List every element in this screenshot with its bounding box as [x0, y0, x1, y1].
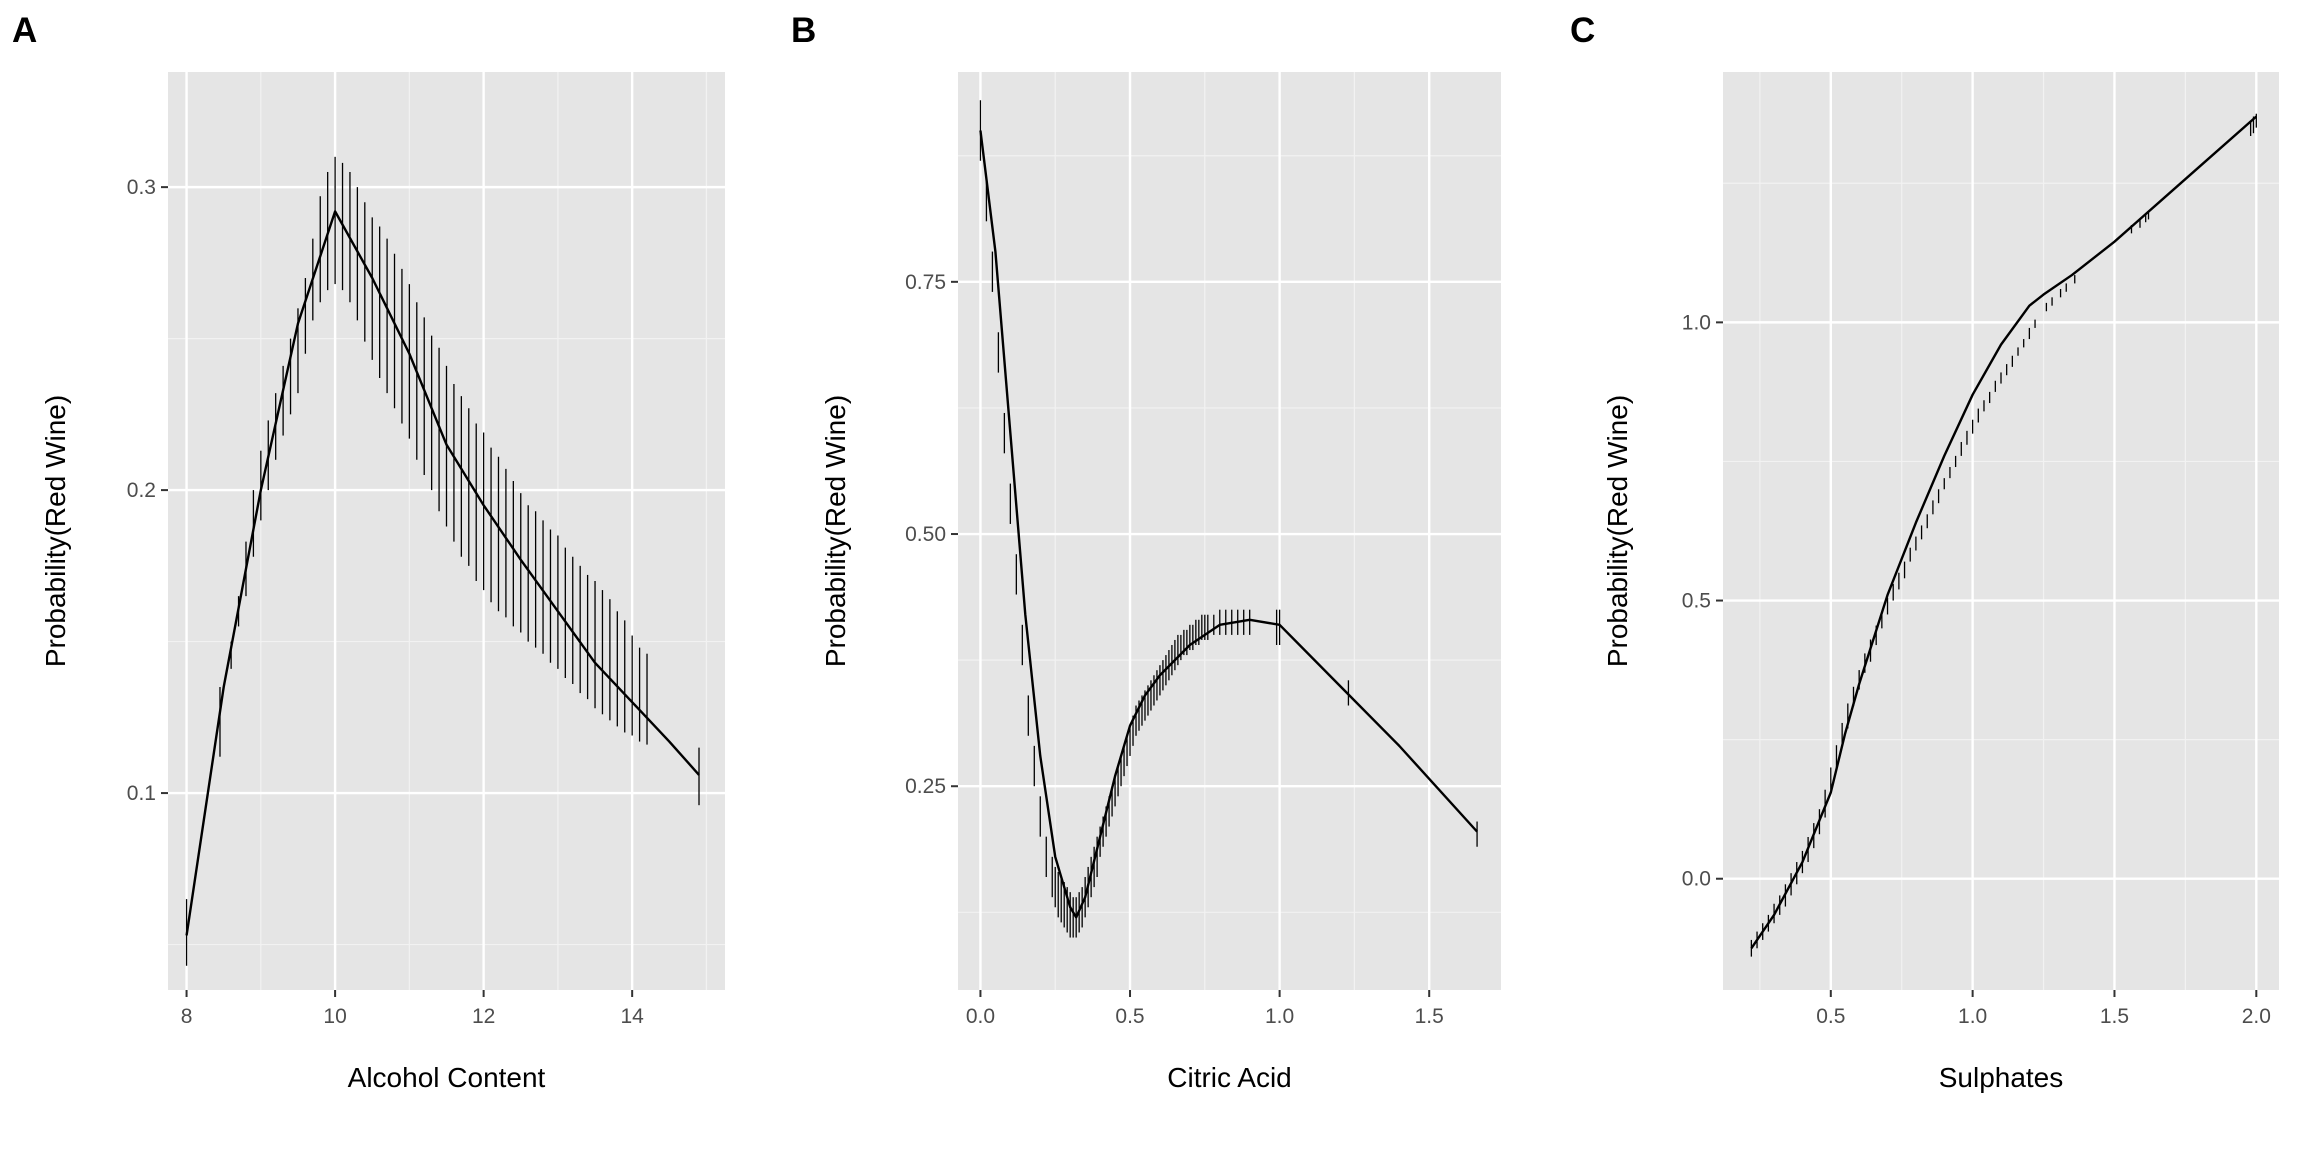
plot-background	[168, 72, 725, 990]
x-tick-label: 2.0	[2242, 1005, 2271, 1028]
y-tick-label: 0.75	[905, 271, 946, 294]
x-tick-label: 1.0	[1958, 1005, 1987, 1028]
y-tick-label: 0.5	[1682, 590, 1711, 613]
panel-tag: A	[12, 11, 37, 50]
x-tick-label: 1.0	[1265, 1005, 1294, 1028]
y-tick-label: 0.1	[127, 782, 156, 805]
x-tick-label: 1.5	[1415, 1005, 1444, 1028]
x-tick-label: 0.5	[1816, 1005, 1845, 1028]
x-axis-title: Alcohol Content	[348, 1062, 546, 1093]
panel-tag: B	[791, 11, 816, 50]
x-tick-label: 8	[181, 1005, 193, 1028]
y-tick-label: 0.3	[127, 176, 156, 199]
x-tick-label: 10	[323, 1005, 346, 1028]
plot-background	[958, 72, 1501, 990]
panel-a: A 8 10 12 14 0.1 0.2 0.3 Alcohol Content Probabil…	[12, 11, 725, 1093]
series-line	[1750, 115, 2258, 949]
series-line	[185, 210, 700, 936]
y-axis-title: Probability(Red Wine)	[40, 395, 71, 667]
x-tick-label: 14	[620, 1005, 644, 1028]
y-tick-label: 1.0	[1682, 311, 1711, 334]
x-axis-title: Sulphates	[1939, 1062, 2064, 1093]
y-axis-title: Probability(Red Wine)	[820, 395, 851, 667]
plot-background	[1723, 72, 2279, 990]
series-line	[979, 130, 1478, 919]
y-axis-title: Probability(Red Wine)	[1602, 395, 1633, 667]
panel-c: C 0.5 1.0 1.5 2.0 0.0 0.5 1.0 Sulphates Probabili…	[1570, 11, 2279, 1093]
x-axis-title: Citric Acid	[1167, 1062, 1291, 1093]
y-tick-label: 0.25	[905, 775, 946, 798]
y-tick-label: 0.50	[905, 523, 946, 546]
panel-b: B 0.0 0.5 1.0 1.5 0.25 0.50 0.75 Citric Acid Prob…	[791, 11, 1501, 1093]
y-tick-label: 0.0	[1682, 868, 1711, 891]
panel-tag: C	[1570, 11, 1595, 50]
y-tick-label: 0.2	[127, 479, 156, 502]
x-tick-label: 12	[472, 1005, 495, 1028]
x-tick-label: 1.5	[2100, 1005, 2129, 1028]
x-tick-label: 0.5	[1115, 1005, 1144, 1028]
x-tick-label: 0.0	[966, 1005, 995, 1028]
